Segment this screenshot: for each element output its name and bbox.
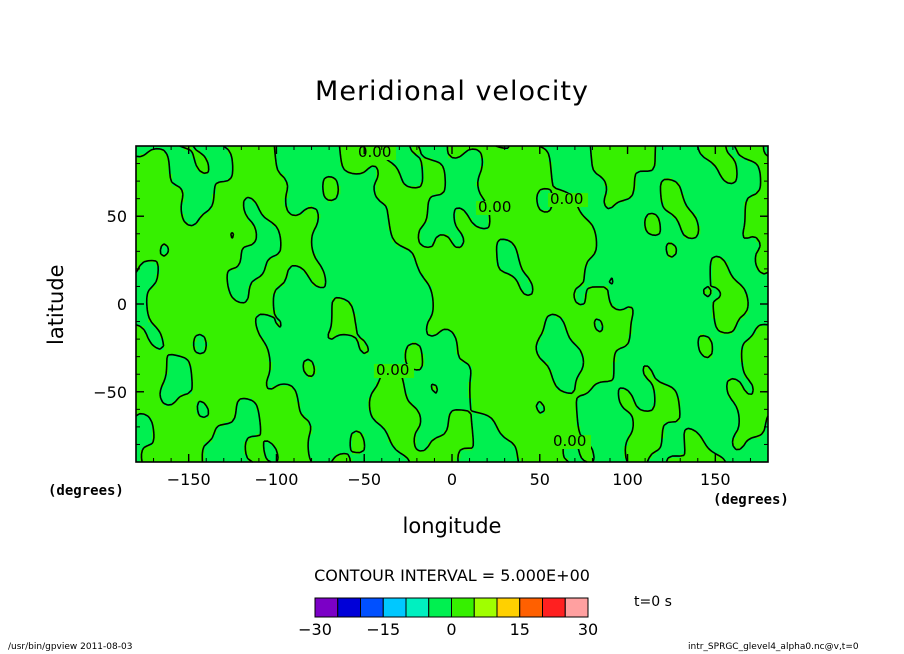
contour-label: 0.00 bbox=[376, 361, 409, 379]
x-tick-label: 50 bbox=[530, 470, 550, 489]
contour-label: 0.00 bbox=[358, 143, 391, 161]
contour-field bbox=[136, 146, 769, 463]
contour-label-bg bbox=[551, 435, 591, 449]
colorbar-bin bbox=[337, 597, 361, 618]
colorbar-bin bbox=[519, 597, 543, 618]
contour-interval-label: CONTOUR INTERVAL = 5.000E+00 bbox=[314, 566, 590, 585]
colorbar-tick-label: −30 bbox=[298, 620, 332, 639]
contour-label: 0.00 bbox=[478, 198, 511, 216]
zero-contour bbox=[135, 145, 769, 463]
y-tick-label: 0 bbox=[117, 295, 127, 314]
colorbar-bin bbox=[314, 597, 339, 618]
colorbar-bin bbox=[496, 597, 521, 618]
contour-lines bbox=[135, 145, 769, 463]
colorbar-bin bbox=[542, 597, 566, 618]
y-tick-label: 50 bbox=[107, 207, 127, 226]
contour-label-bg bbox=[356, 146, 396, 160]
colorbar-tick-label: 0 bbox=[446, 620, 456, 639]
contour-label: 0.00 bbox=[553, 432, 586, 450]
colorbar-bin bbox=[451, 597, 475, 618]
x-axis-label: longitude bbox=[402, 514, 502, 538]
contour-label-bg bbox=[476, 201, 516, 215]
colorbar-bin bbox=[428, 597, 452, 618]
chart-title: Meridional velocity bbox=[315, 76, 589, 107]
colorbar-bin bbox=[405, 597, 430, 618]
x-tick-label: −150 bbox=[167, 470, 211, 489]
contour-label: 0.00 bbox=[550, 190, 583, 208]
x-tick-label: 0 bbox=[447, 470, 457, 489]
contour-labels: 0.00 0.00 0.00 0.00 0.00 bbox=[356, 143, 591, 450]
footer-left: /usr/bin/gpview 2011-08-03 bbox=[8, 642, 133, 652]
colorbar: −30 −15 0 15 30 bbox=[298, 597, 598, 639]
contour-label-bg bbox=[374, 364, 414, 378]
x-axis-unit: (degrees) bbox=[713, 492, 789, 508]
x-tick-label: 100 bbox=[612, 470, 643, 489]
time-label: t=0 s bbox=[634, 594, 672, 610]
colorbar-bin bbox=[564, 597, 589, 618]
footer-right: intr_SPRGC_glevel4_alpha0.nc@v,t=0 bbox=[688, 642, 859, 652]
contour-label-bg bbox=[548, 193, 588, 207]
colorbar-bin bbox=[360, 597, 384, 618]
x-tick-label: −50 bbox=[347, 470, 381, 489]
y-axis-unit: (degrees) bbox=[48, 483, 124, 499]
field-positive-region bbox=[136, 146, 769, 463]
axis-ticks: −150 −100 −50 0 50 100 150 50 0 −50 bbox=[93, 146, 768, 489]
x-tick-label: 150 bbox=[700, 470, 731, 489]
colorbar-tick-label: 15 bbox=[510, 620, 530, 639]
colorbar-tick-label: 30 bbox=[578, 620, 598, 639]
colorbar-bin bbox=[473, 597, 498, 618]
x-tick-label: −100 bbox=[254, 470, 298, 489]
colorbar-bin bbox=[382, 597, 407, 618]
y-tick-label: −50 bbox=[93, 383, 127, 402]
colorbar-tick-label: −15 bbox=[366, 620, 400, 639]
